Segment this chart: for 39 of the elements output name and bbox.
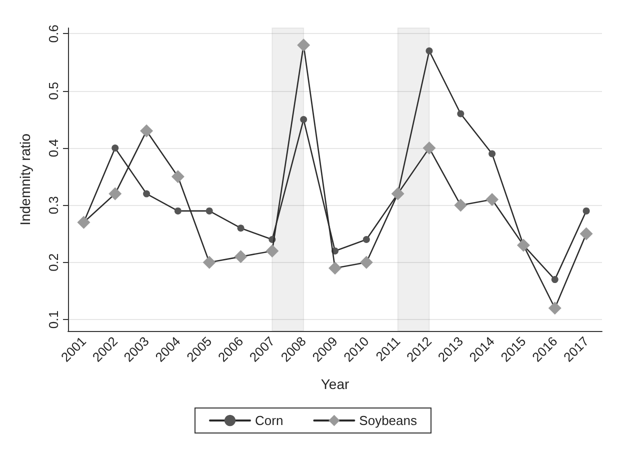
y-tick-label: 0.5	[46, 82, 61, 100]
point	[174, 207, 182, 214]
point	[488, 150, 496, 158]
point	[112, 144, 119, 152]
x-axis-title: Year	[320, 376, 350, 392]
point	[77, 216, 90, 229]
y-tick-label: 0.4	[46, 139, 61, 158]
point	[237, 224, 244, 232]
point	[454, 198, 468, 212]
y-tick-label: 0.2	[46, 253, 61, 272]
point	[206, 207, 213, 214]
point	[582, 207, 590, 214]
point	[202, 256, 216, 269]
point	[360, 256, 373, 269]
point	[171, 170, 184, 184]
point	[457, 110, 464, 118]
point	[391, 187, 404, 200]
point	[140, 124, 154, 138]
legend-label: Soybeans	[359, 413, 418, 428]
point	[328, 262, 342, 275]
legend-label: Corn	[255, 413, 284, 428]
point	[422, 142, 436, 155]
point	[516, 238, 530, 252]
y-tick-label: 0.6	[46, 24, 61, 43]
point	[266, 244, 279, 258]
y-tick-label: 0.1	[46, 310, 61, 329]
point	[234, 250, 248, 264]
point	[143, 190, 150, 198]
point	[551, 276, 558, 284]
point	[297, 38, 310, 52]
point	[300, 116, 308, 123]
point	[426, 47, 433, 54]
y-tick-label: 0.3	[46, 196, 61, 214]
point	[362, 236, 370, 244]
point	[486, 193, 499, 206]
y-axis-title: Indemnity ratio	[17, 133, 33, 226]
point	[580, 227, 593, 240]
point	[548, 302, 562, 315]
point	[108, 187, 122, 200]
